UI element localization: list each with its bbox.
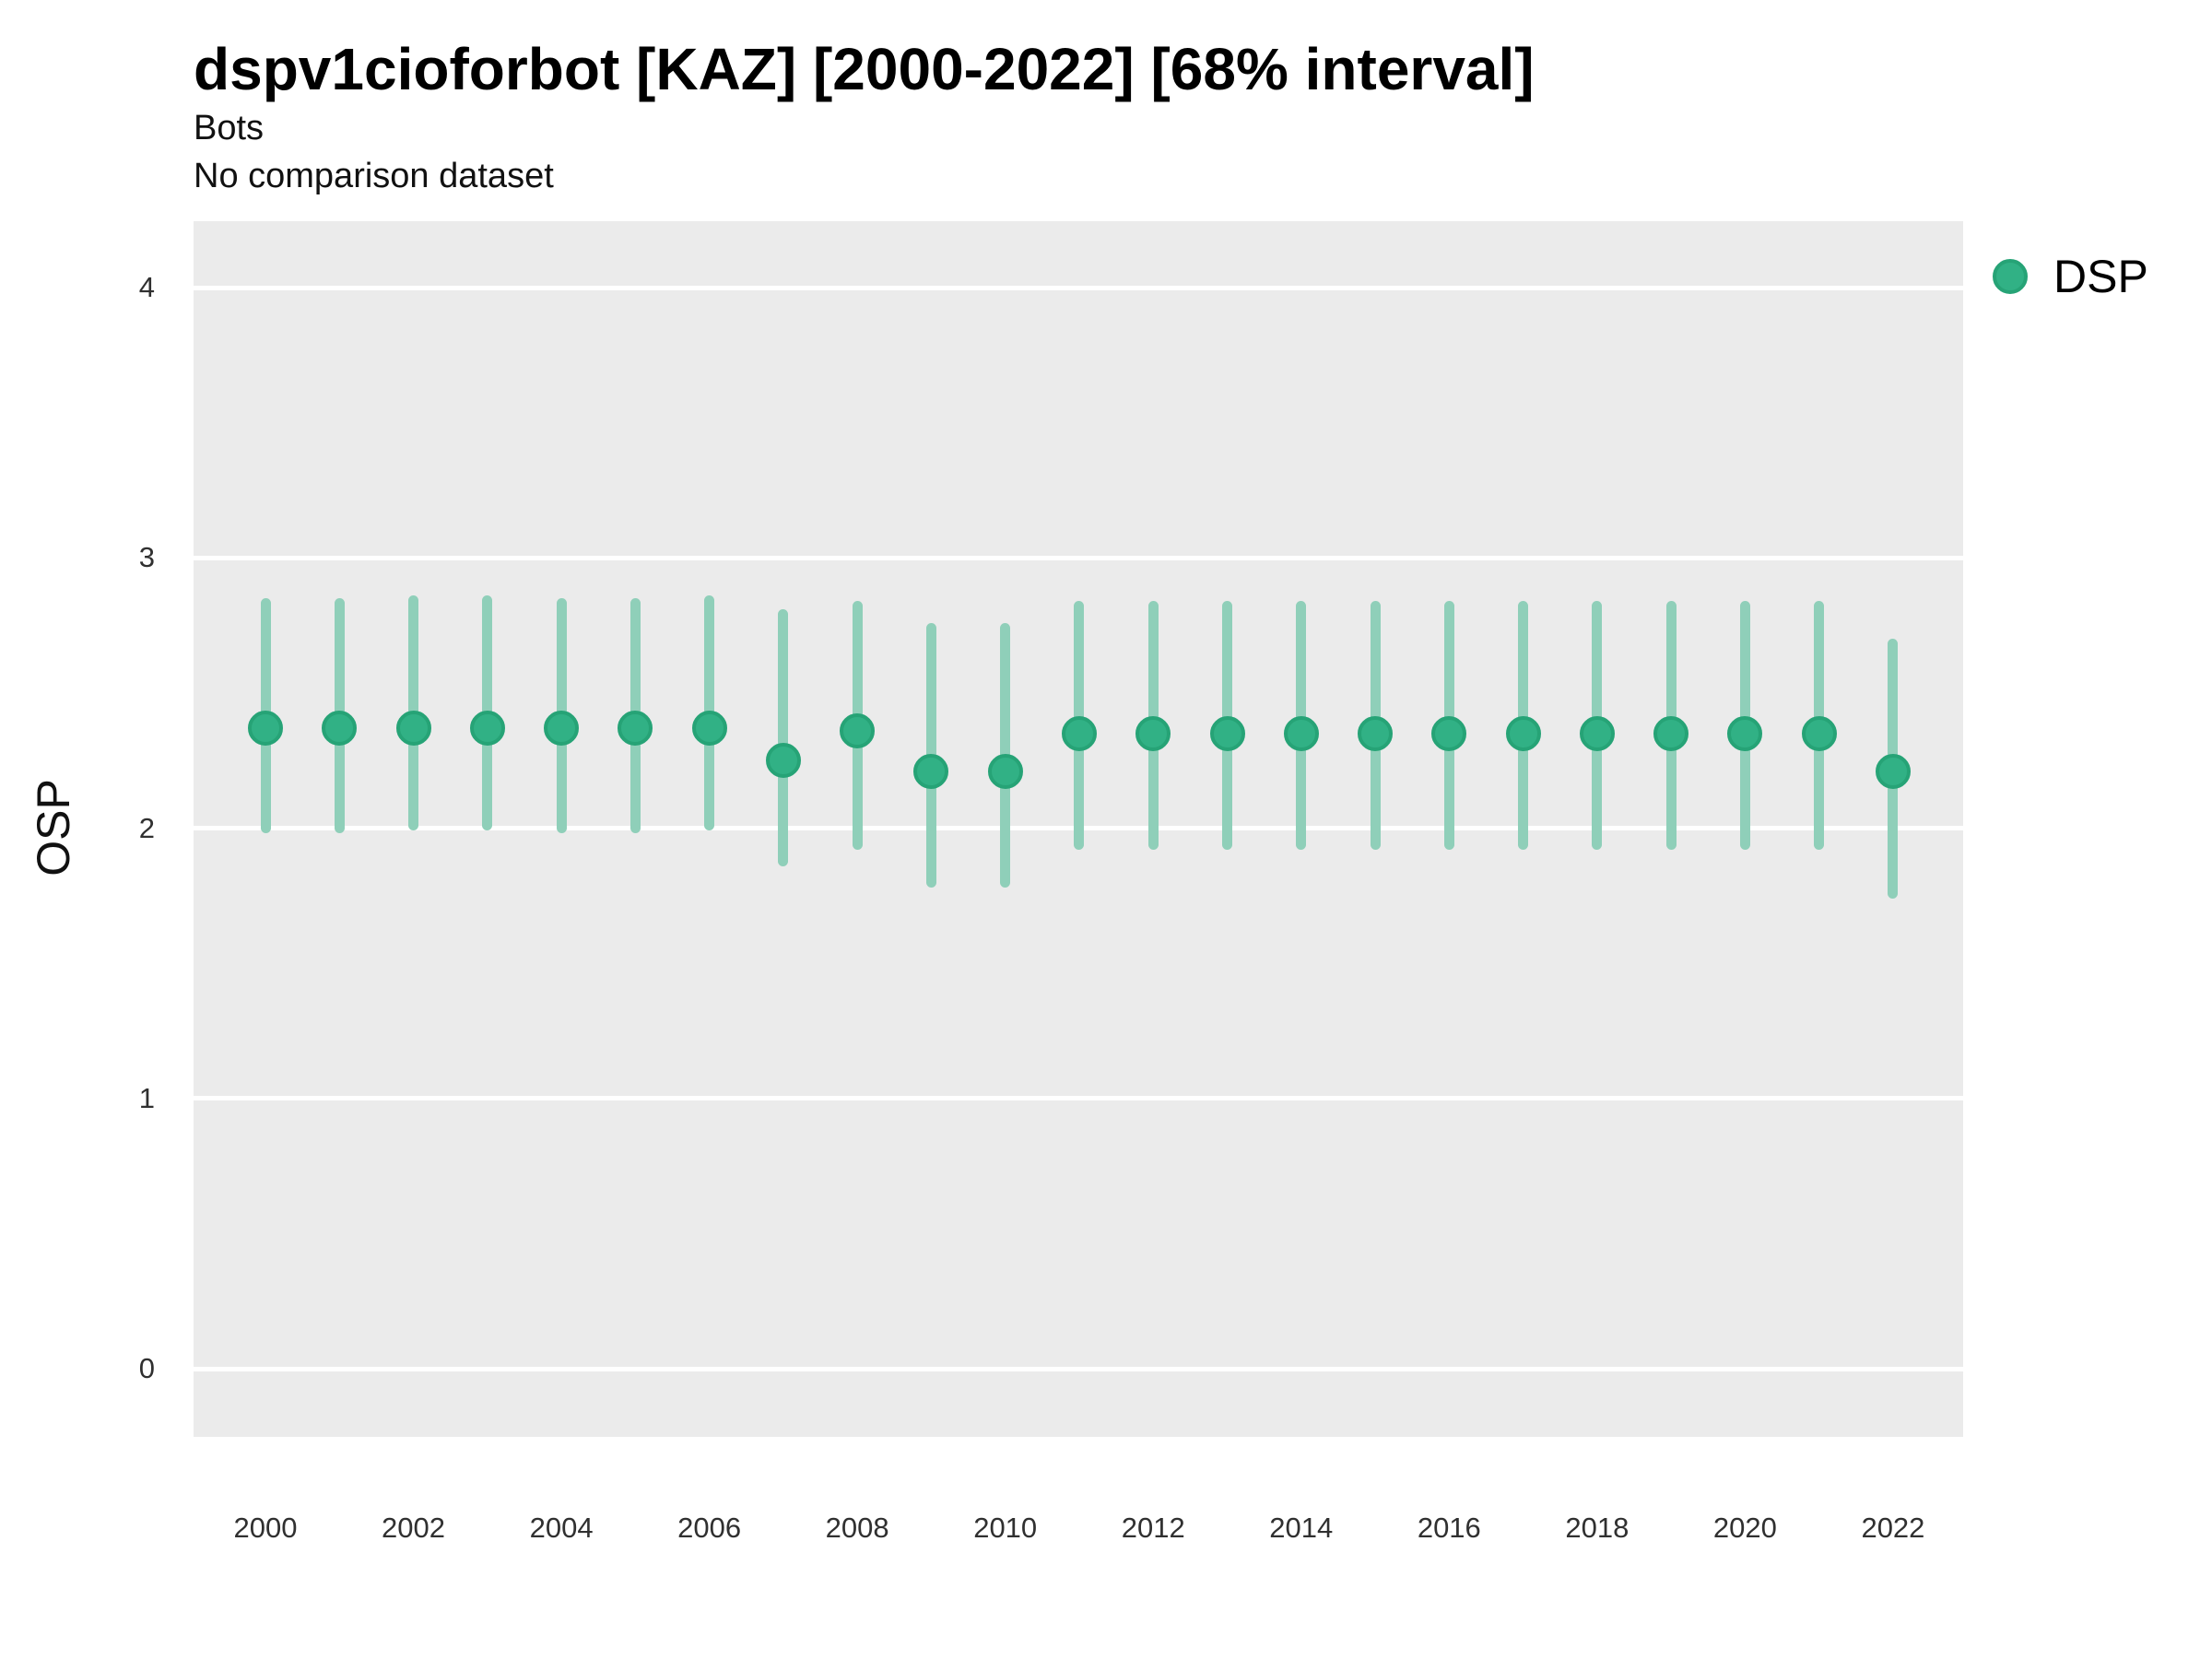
legend: DSP bbox=[1989, 247, 2210, 306]
legend-point-icon bbox=[1993, 259, 2028, 294]
data-point-2013 bbox=[1209, 715, 1245, 751]
data-point-2002 bbox=[395, 710, 431, 746]
x-tick-label-2020: 2020 bbox=[1712, 1512, 1777, 1544]
gridline-y-1 bbox=[194, 1096, 1963, 1101]
data-point-2006 bbox=[691, 710, 727, 746]
data-point-2007 bbox=[765, 743, 801, 779]
chart-subtitle: Bots bbox=[194, 109, 265, 147]
data-point-2012 bbox=[1135, 715, 1171, 751]
data-point-2019 bbox=[1653, 715, 1689, 751]
y-tick-label-4: 4 bbox=[138, 271, 155, 303]
data-point-2000 bbox=[248, 710, 283, 746]
data-point-2021 bbox=[1801, 715, 1837, 751]
data-point-2009 bbox=[913, 753, 949, 789]
data-point-2011 bbox=[1061, 715, 1097, 751]
plot-panel bbox=[194, 221, 1963, 1437]
x-tick-label-2010: 2010 bbox=[973, 1512, 1038, 1544]
data-point-2020 bbox=[1727, 715, 1763, 751]
data-point-2015 bbox=[1358, 715, 1394, 751]
data-point-2008 bbox=[840, 712, 876, 748]
x-tick-label-2006: 2006 bbox=[677, 1512, 742, 1544]
data-point-2010 bbox=[987, 753, 1023, 789]
x-tick-label-2016: 2016 bbox=[1417, 1512, 1481, 1544]
data-point-2016 bbox=[1431, 715, 1467, 751]
gridline-y-3 bbox=[194, 555, 1963, 560]
x-tick-label-2012: 2012 bbox=[1121, 1512, 1185, 1544]
data-point-2022 bbox=[1875, 753, 1911, 789]
data-point-2004 bbox=[544, 710, 580, 746]
chart-title: dspv1cioforbot [KAZ] [2000-2022] [68% in… bbox=[194, 36, 1535, 102]
data-point-2005 bbox=[618, 710, 653, 746]
data-point-2001 bbox=[322, 710, 358, 746]
data-point-2018 bbox=[1579, 715, 1615, 751]
x-tick-label-2022: 2022 bbox=[1861, 1512, 1925, 1544]
legend-label: DSP bbox=[2053, 251, 2148, 302]
y-tick-label-2: 2 bbox=[138, 811, 155, 844]
x-tick-label-2002: 2002 bbox=[382, 1512, 446, 1544]
data-point-2014 bbox=[1283, 715, 1319, 751]
data-point-2017 bbox=[1505, 715, 1541, 751]
data-point-2003 bbox=[469, 710, 505, 746]
interval-bar-2007 bbox=[778, 608, 789, 866]
y-tick-label-0: 0 bbox=[138, 1352, 155, 1384]
y-tick-label-3: 3 bbox=[138, 541, 155, 574]
y-tick-label-1: 1 bbox=[138, 1081, 155, 1114]
x-tick-label-2000: 2000 bbox=[233, 1512, 298, 1544]
x-tick-label-2004: 2004 bbox=[529, 1512, 594, 1544]
x-tick-label-2018: 2018 bbox=[1565, 1512, 1630, 1544]
y-axis-title: OSP bbox=[28, 779, 79, 877]
gridline-y-4 bbox=[194, 285, 1963, 290]
comparison-note: No comparison dataset bbox=[194, 157, 554, 195]
x-tick-label-2014: 2014 bbox=[1269, 1512, 1334, 1544]
gridline-y-0 bbox=[194, 1366, 1963, 1371]
x-tick-label-2008: 2008 bbox=[825, 1512, 889, 1544]
